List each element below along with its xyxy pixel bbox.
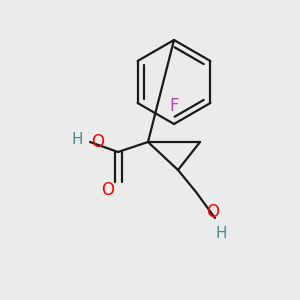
Text: O: O: [101, 181, 115, 199]
Text: H: H: [215, 226, 227, 242]
Text: O: O: [206, 203, 220, 221]
Text: O: O: [92, 133, 104, 151]
Text: H: H: [71, 131, 83, 146]
Text: F: F: [169, 97, 179, 115]
